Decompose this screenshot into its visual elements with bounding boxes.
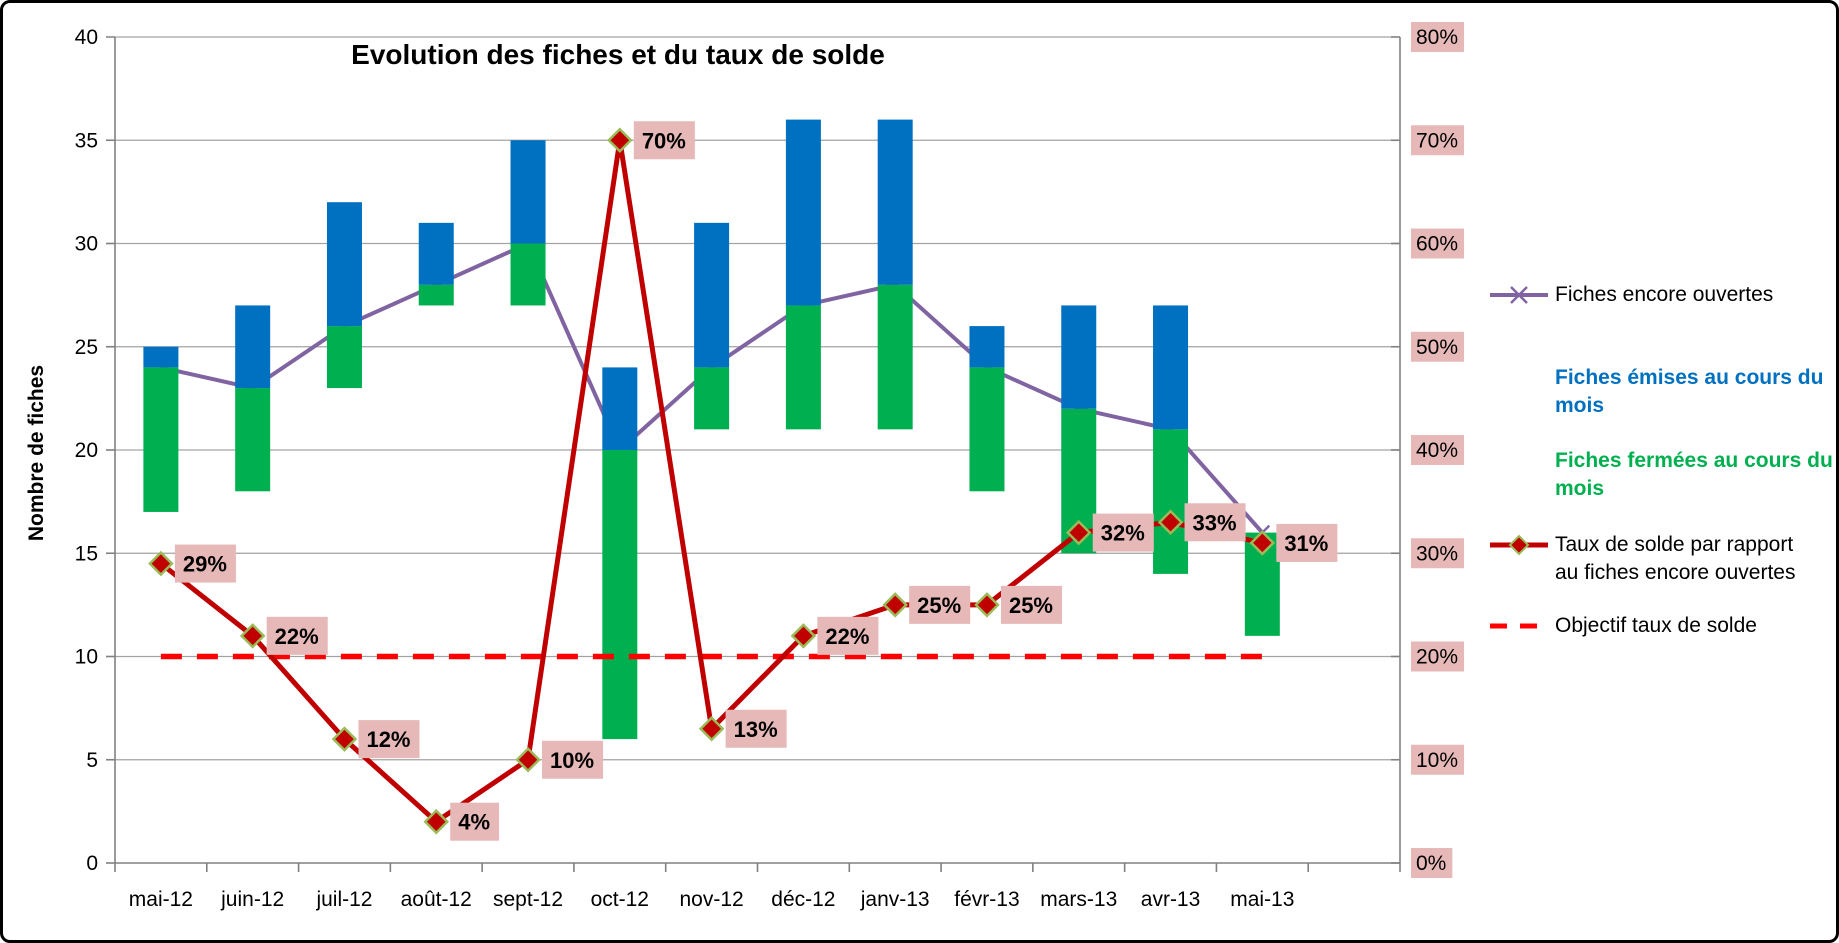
svg-text:10%: 10%: [1416, 749, 1458, 772]
data-label-avr-13: 33%: [1184, 503, 1246, 542]
bar-fermees-oct-12: [602, 450, 638, 740]
data-label-août-12: 4%: [450, 802, 500, 841]
svg-text:nov-12: nov-12: [679, 888, 743, 911]
svg-text:janv-13: janv-13: [860, 888, 930, 911]
data-label-janv-13: 25%: [909, 585, 971, 624]
data-label-févr-13: 25%: [1000, 585, 1063, 624]
svg-text:33%: 33%: [1193, 510, 1237, 535]
bar-emises-oct-12: [602, 367, 638, 450]
bar-emises-févr-13: [969, 326, 1005, 368]
bar-emises-juil-12: [326, 202, 362, 327]
svg-text:févr-13: févr-13: [954, 888, 1019, 911]
bar-fermees-févr-13: [969, 367, 1005, 492]
svg-text:12%: 12%: [366, 727, 410, 752]
data-label-nov-12: 13%: [725, 709, 787, 748]
svg-text:avr-13: avr-13: [1141, 888, 1201, 911]
svg-text:70%: 70%: [642, 128, 686, 153]
svg-text:juin-12: juin-12: [220, 888, 284, 911]
bar-fermees-août-12: [418, 284, 454, 306]
left-axis-labels: 0 5 10 15 20 25 30 35 40: [75, 26, 98, 875]
svg-text:0%: 0%: [1416, 852, 1446, 875]
svg-text:août-12: août-12: [401, 888, 472, 911]
bar-fermees-mai-12: [143, 367, 179, 512]
svg-text:50%: 50%: [1416, 336, 1458, 359]
data-label-mai-13: 31%: [1276, 523, 1338, 562]
data-label-oct-12: 70%: [633, 121, 695, 160]
bar-emises-nov-12: [694, 222, 730, 368]
svg-text:0: 0: [86, 852, 98, 875]
y-axis-title: Nombre de fiches: [25, 364, 48, 542]
svg-text:10: 10: [75, 646, 98, 669]
bar-fermees-sept-12: [510, 243, 546, 306]
series-fiches-fermees-bars: [143, 243, 1280, 740]
svg-text:10%: 10%: [550, 748, 594, 773]
svg-text:20%: 20%: [1416, 646, 1458, 669]
svg-text:30%: 30%: [1416, 542, 1458, 565]
svg-text:40%: 40%: [1416, 439, 1458, 462]
svg-text:80%: 80%: [1416, 26, 1458, 49]
svg-text:4%: 4%: [458, 810, 490, 835]
svg-text:31%: 31%: [1284, 531, 1328, 556]
svg-text:oct-12: oct-12: [591, 888, 649, 911]
bar-emises-mai-12: [143, 346, 179, 368]
right-axis-labels: 0% 10% 20% 30% 40% 50% 60% 70% 80%: [1411, 22, 1465, 878]
svg-text:5: 5: [86, 749, 98, 772]
bar-emises-sept-12: [510, 140, 546, 244]
series-fiches-emises-bars: [143, 119, 1189, 450]
data-label-juil-12: 12%: [358, 720, 420, 759]
bar-emises-déc-12: [785, 119, 821, 306]
svg-text:20: 20: [75, 439, 98, 462]
bar-emises-janv-13: [877, 119, 913, 285]
svg-text:déc-12: déc-12: [771, 888, 835, 911]
bar-emises-avr-13: [1153, 305, 1189, 430]
bar-fermees-juin-12: [235, 388, 271, 492]
bar-emises-mars-13: [1061, 305, 1097, 409]
data-label-juin-12: 22%: [266, 616, 328, 655]
svg-text:25%: 25%: [917, 593, 961, 618]
chart-title: Evolution des fiches et du taux de solde: [351, 39, 885, 70]
x-axis-labels: mai-12 juin-12 juil-12 août-12 sept-12 oct-12…: [129, 888, 1295, 911]
bar-fermees-janv-13: [877, 284, 913, 430]
series-taux-de-solde: [148, 127, 1276, 835]
svg-text:60%: 60%: [1416, 233, 1458, 256]
bar-emises-août-12: [418, 222, 454, 285]
data-label-déc-12: 22%: [817, 616, 879, 655]
svg-text:mai-12: mai-12: [129, 888, 193, 911]
svg-text:25: 25: [75, 336, 98, 359]
data-label-sept-12: 10%: [542, 740, 604, 779]
svg-text:15: 15: [75, 542, 98, 565]
svg-text:40: 40: [75, 26, 98, 49]
svg-text:70%: 70%: [1416, 129, 1458, 152]
svg-text:29%: 29%: [183, 552, 227, 577]
svg-text:22%: 22%: [825, 624, 869, 649]
svg-text:30: 30: [75, 233, 98, 256]
svg-text:sept-12: sept-12: [493, 888, 563, 911]
taux-data-labels: 29% 22% 12% 4% 10% 70% 13% 22% 25% 25% 32% 33% 31%: [174, 121, 1338, 841]
svg-text:35: 35: [75, 129, 98, 152]
svg-text:juil-12: juil-12: [315, 888, 372, 911]
axes: [106, 36, 1401, 872]
bar-fermees-déc-12: [785, 305, 821, 430]
svg-text:mars-13: mars-13: [1040, 888, 1117, 911]
svg-text:mai-13: mai-13: [1230, 888, 1294, 911]
svg-text:22%: 22%: [275, 624, 319, 649]
svg-text:13%: 13%: [734, 717, 778, 742]
bar-emises-juin-12: [235, 305, 271, 389]
bar-fermees-avr-13: [1153, 429, 1189, 574]
svg-text:25%: 25%: [1009, 593, 1053, 618]
bar-fermees-nov-12: [694, 367, 730, 430]
svg-text:32%: 32%: [1101, 521, 1145, 546]
bar-fermees-juil-12: [326, 326, 362, 389]
data-label-mars-13: 32%: [1092, 513, 1154, 552]
data-label-mai-12: 29%: [174, 544, 236, 583]
chart-plot-area: 29% 22% 12% 4% 10% 70% 13% 22% 25% 25% 32% 33% 31% 0 5…: [75, 22, 1465, 911]
